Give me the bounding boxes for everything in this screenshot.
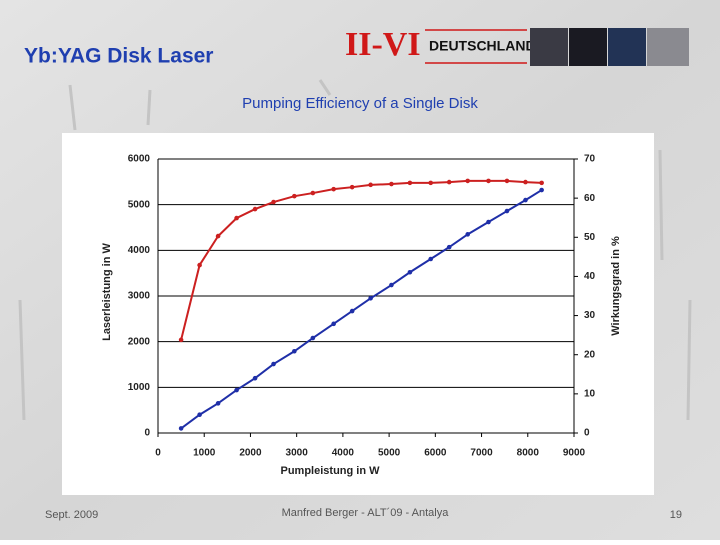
data-point (446, 244, 452, 250)
logo-mark: II-VI (345, 26, 421, 63)
x-tick-label: 7000 (470, 448, 493, 459)
data-point (428, 256, 434, 262)
data-point (349, 308, 355, 314)
y-tick-label: 0 (144, 428, 150, 439)
footer-page: 19 (670, 509, 682, 521)
series-line (180, 179, 542, 341)
data-point (310, 190, 316, 196)
y2-tick-label: 50 (584, 232, 596, 243)
data-point (539, 180, 544, 186)
photos (530, 28, 689, 66)
y-tick-label: 3000 (128, 291, 151, 302)
texture (18, 79, 692, 421)
data-point (215, 401, 221, 406)
chart-panel (62, 133, 654, 495)
chart-title: Pumping Efficiency of a Single Disk (242, 95, 478, 112)
chart: 0 1000 2000 3000 4000 5000 6000 0 10 20 30 40 50 60 70… (128, 154, 596, 459)
data-point (486, 178, 491, 184)
x-tick-label: 5000 (378, 448, 401, 459)
data-point (368, 182, 373, 188)
data-point (349, 184, 355, 190)
y-tick-label: 4000 (128, 245, 151, 256)
x-axis-label: Pumpleistung in W (281, 465, 381, 477)
footer-author: Manfred Berger - ALT´09 - Antalya (282, 507, 450, 519)
x-tick-label: 9000 (563, 448, 586, 459)
footer-date: Sept. 2009 (45, 509, 98, 521)
data-point (523, 197, 528, 203)
data-point (178, 337, 184, 343)
x-tick-label: 3000 (286, 448, 309, 459)
y-tick-label: 2000 (128, 336, 151, 347)
y-tick-label: 5000 (128, 199, 151, 210)
data-point (331, 321, 336, 327)
x-tick-label: 6000 (424, 448, 447, 459)
x-tick-label: 2000 (239, 448, 262, 459)
data-point (523, 179, 528, 185)
data-point (292, 348, 297, 354)
data-point (331, 186, 336, 192)
data-point (234, 387, 239, 393)
x-tick-label: 1000 (193, 448, 216, 459)
data-point (252, 206, 258, 212)
data-point (389, 181, 394, 187)
y2-tick-label: 60 (584, 193, 596, 204)
data-point (252, 375, 258, 381)
y-axis-label: Laserleistung in W (101, 242, 113, 340)
data-point (197, 262, 202, 268)
data-point (465, 232, 470, 237)
logo-text: DEUTSCHLAND (429, 38, 536, 54)
data-point (407, 180, 413, 186)
data-point (539, 187, 544, 193)
y2-tick-label: 30 (584, 310, 596, 321)
y2-axis-label: Wirkungsgrad in % (610, 236, 622, 336)
y2-tick-label: 20 (584, 349, 596, 360)
series-line (180, 189, 543, 430)
x-tick-label: 4000 (332, 448, 355, 459)
data-point (504, 208, 510, 214)
y2-tick-label: 0 (584, 428, 590, 439)
data-point (310, 335, 316, 341)
data-point (197, 412, 202, 418)
data-point (446, 179, 452, 185)
y-tick-label: 1000 (128, 382, 151, 393)
x-tick-label: 8000 (517, 448, 540, 459)
data-point (178, 426, 184, 431)
data-point (215, 233, 221, 239)
data-point (428, 180, 434, 186)
data-point (486, 219, 491, 225)
data-point (407, 269, 413, 275)
data-point (465, 178, 470, 184)
y2-tick-label: 10 (584, 388, 596, 399)
data-point (234, 215, 239, 221)
x-tick-label: 0 (155, 448, 161, 459)
slide-title: Yb:YAG Disk Laser (24, 45, 213, 68)
data-point (504, 178, 510, 184)
data-point (271, 361, 276, 367)
data-point (368, 295, 373, 301)
data-point (389, 282, 394, 288)
y2-tick-label: 70 (584, 154, 596, 165)
y2-tick-label: 40 (584, 271, 596, 282)
data-point (271, 199, 276, 205)
data-point (292, 193, 297, 199)
y-tick-label: 6000 (128, 154, 151, 165)
